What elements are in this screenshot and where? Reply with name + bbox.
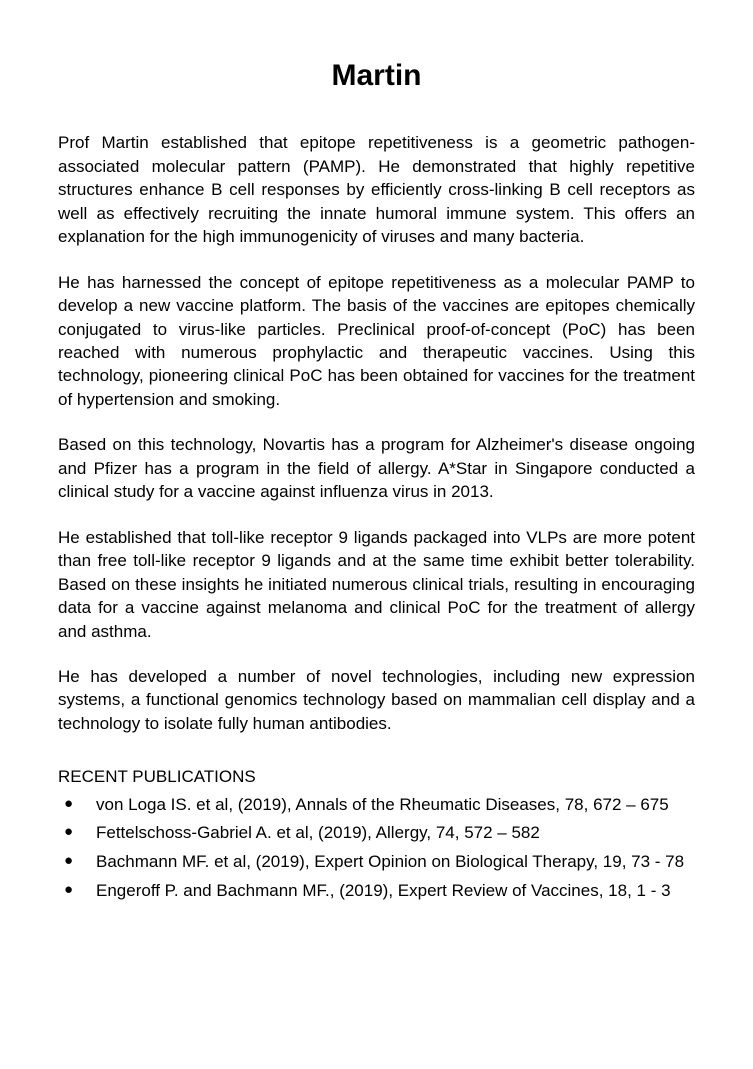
list-item: Engeroff P. and Bachmann MF., (2019), Ex… — [58, 879, 695, 904]
publications-list: von Loga IS. et al, (2019), Annals of th… — [58, 793, 695, 904]
paragraph-2: He has harnessed the concept of epitope … — [58, 271, 695, 412]
paragraph-5: He has developed a number of novel techn… — [58, 665, 695, 735]
paragraph-3: Based on this technology, Novartis has a… — [58, 433, 695, 503]
publications-heading: RECENT PUBLICATIONS — [58, 765, 695, 788]
paragraph-1: Prof Martin established that epitope rep… — [58, 131, 695, 248]
list-item: Bachmann MF. et al, (2019), Expert Opini… — [58, 850, 695, 875]
list-item: von Loga IS. et al, (2019), Annals of th… — [58, 793, 695, 818]
document-title: Martin — [58, 55, 695, 96]
list-item: Fettelschoss-Gabriel A. et al, (2019), A… — [58, 821, 695, 846]
paragraph-4: He established that toll-like receptor 9… — [58, 526, 695, 643]
